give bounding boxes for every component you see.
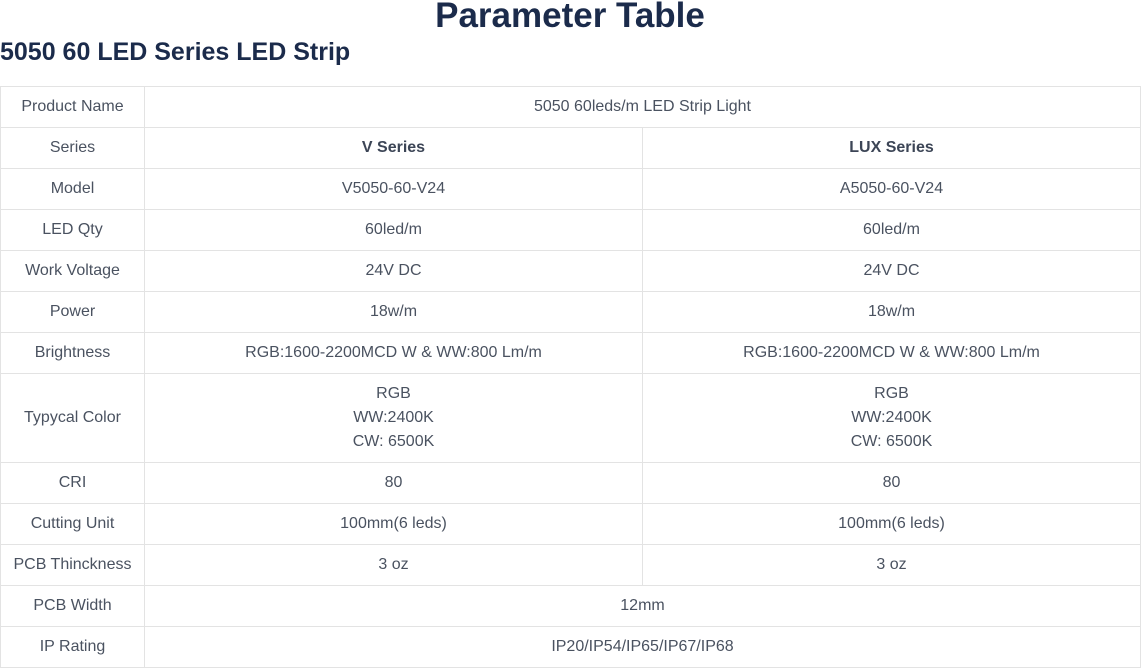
table-row: PCB Width 12mm — [0, 585, 1141, 627]
lux-series-value: 60led/m — [642, 209, 1141, 251]
table-row: Series V Series LUX Series — [0, 127, 1141, 169]
row-label: PCB Width — [0, 585, 145, 627]
v-series-value: 3 oz — [144, 544, 643, 586]
row-label: Series — [0, 127, 145, 169]
value-line: RGB — [376, 385, 411, 402]
value-line: RGB — [874, 385, 909, 402]
page-title: Parameter Table — [435, 0, 705, 35]
v-series-value: 60led/m — [144, 209, 643, 251]
row-label: Model — [0, 168, 145, 210]
value-line: WW:2400K — [851, 409, 932, 426]
table-row: Cutting Unit 100mm(6 leds) 100mm(6 leds) — [0, 503, 1141, 545]
v-series-value: 80 — [144, 462, 643, 504]
row-label: Power — [0, 291, 145, 333]
lux-series-value: RGB:1600-2200MCD W & WW:800 Lm/m — [642, 332, 1141, 374]
parameter-table: Product Name 5050 60leds/m LED Strip Ligh… — [0, 86, 1141, 668]
row-label: Brightness — [0, 332, 145, 374]
row-value: 12mm — [144, 585, 1141, 627]
row-label: PCB Thinckness — [0, 544, 145, 586]
lux-series-value: LUX Series — [642, 127, 1141, 169]
table-row: Typycal Color RGB WW:2400K CW: 6500K RGB WW:2… — [0, 373, 1141, 463]
lux-series-value: 80 — [642, 462, 1141, 504]
v-series-value: 24V DC — [144, 250, 643, 292]
row-label: Cutting Unit — [0, 503, 145, 545]
lux-series-value: 24V DC — [642, 250, 1141, 292]
row-label: Product Name — [0, 86, 145, 128]
v-series-value: 100mm(6 leds) — [144, 503, 643, 545]
table-row: Brightness RGB:1600-2200MCD W & WW:800 Lm… — [0, 332, 1141, 374]
lux-series-value: A5050-60-V24 — [642, 168, 1141, 210]
row-label: IP Rating — [0, 626, 145, 668]
table-row: Work Voltage 24V DC 24V DC — [0, 250, 1141, 292]
row-label: Typycal Color — [0, 373, 145, 463]
row-value: IP20/IP54/IP65/IP67/IP68 — [144, 626, 1141, 668]
value-line: CW: 6500K — [352, 433, 435, 450]
value-line: CW: 6500K — [850, 433, 933, 450]
v-series-value: 18w/m — [144, 291, 643, 333]
table-row: Product Name 5050 60leds/m LED Strip Ligh… — [0, 86, 1141, 128]
table-row: CRI 80 80 — [0, 462, 1141, 504]
lux-series-value: 18w/m — [642, 291, 1141, 333]
v-series-value: RGB WW:2400K CW: 6500K — [144, 373, 643, 463]
lux-series-value: 100mm(6 leds) — [642, 503, 1141, 545]
row-label: LED Qty — [0, 209, 145, 251]
v-series-value: V Series — [144, 127, 643, 169]
lux-series-value: RGB WW:2400K CW: 6500K — [642, 373, 1141, 463]
table-row: Power 18w/m 18w/m — [0, 291, 1141, 333]
v-series-value: V5050-60-V24 — [144, 168, 643, 210]
table-row: PCB Thinckness 3 oz 3 oz — [0, 544, 1141, 586]
row-label: Work Voltage — [0, 250, 145, 292]
table-row: IP Rating IP20/IP54/IP65/IP67/IP68 — [0, 626, 1141, 668]
v-series-value: RGB:1600-2200MCD W & WW:800 Lm/m — [144, 332, 643, 374]
value-line: WW:2400K — [353, 409, 434, 426]
lux-series-value: 3 oz — [642, 544, 1141, 586]
row-label: CRI — [0, 462, 145, 504]
table-row: Model V5050-60-V24 A5050-60-V24 — [0, 168, 1141, 210]
row-value: 5050 60leds/m LED Strip Light — [144, 86, 1141, 128]
product-subtitle: 5050 60 LED Series LED Strip — [0, 38, 351, 66]
table-row: LED Qty 60led/m 60led/m — [0, 209, 1141, 251]
